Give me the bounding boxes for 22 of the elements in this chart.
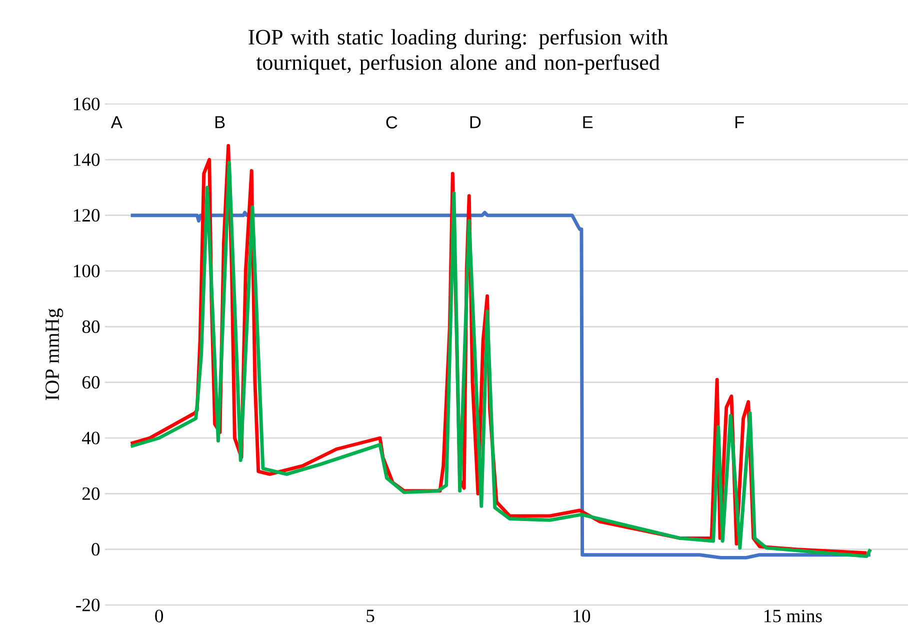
y-tick-label: 160 bbox=[74, 98, 100, 110]
annotation: D bbox=[470, 116, 481, 128]
y-tick-label: -20 bbox=[76, 598, 100, 612]
x-tick-label: 10 bbox=[574, 610, 590, 622]
x-tick-label: 5 bbox=[366, 610, 374, 622]
x-tick-label: 15 mins bbox=[764, 610, 822, 622]
annotation: E bbox=[583, 116, 593, 128]
y-tick-label: 0 bbox=[92, 543, 100, 556]
y-tick-label: 140 bbox=[74, 153, 100, 166]
annotation: B bbox=[215, 116, 225, 128]
y-tick-label: 60 bbox=[82, 376, 100, 389]
y-tick-label: 20 bbox=[82, 487, 100, 500]
x-tick-label: 0 bbox=[155, 610, 164, 622]
y-tick-label: 80 bbox=[82, 320, 100, 333]
y-tick-label: 120 bbox=[74, 209, 100, 222]
y-tick-label: 100 bbox=[74, 264, 100, 278]
y-tick-label: 40 bbox=[82, 432, 100, 444]
chart-title: IOP with static loading during: perfusion with tourniquet, perfusion alone and non-perfused bbox=[248, 28, 668, 74]
annotation: C bbox=[386, 116, 398, 128]
annotation: A bbox=[110, 116, 122, 128]
y-axis-title: IOP mmHg bbox=[46, 308, 64, 400]
annotation: F bbox=[736, 116, 744, 128]
